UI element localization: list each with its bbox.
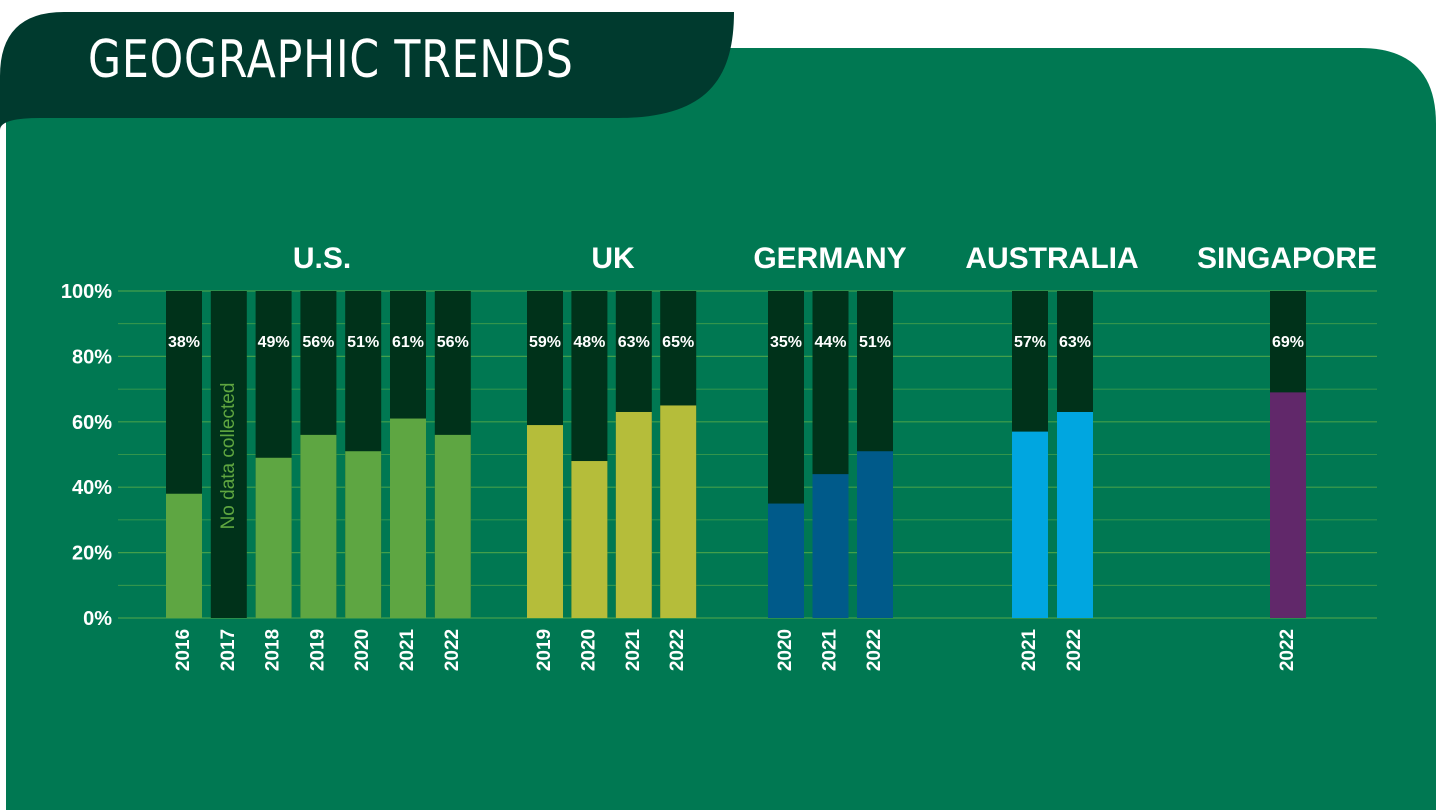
y-tick-label: 0% xyxy=(83,608,112,630)
bar-remainder xyxy=(210,291,247,618)
bar xyxy=(527,425,563,618)
data-label: 63% xyxy=(618,334,650,351)
bar xyxy=(1270,392,1306,618)
year-label: 2022 xyxy=(667,629,688,671)
group-label: UK xyxy=(591,242,635,275)
group-label: U.S. xyxy=(293,242,351,275)
y-tick-label: 20% xyxy=(72,543,112,565)
no-data-note: No data collected xyxy=(218,383,239,530)
bar xyxy=(1057,411,1093,618)
group-label: AUSTRALIA xyxy=(965,242,1138,275)
year-label: 2020 xyxy=(352,629,373,671)
bar xyxy=(390,418,426,618)
year-label: 2021 xyxy=(397,628,418,671)
data-label: 61% xyxy=(392,334,424,351)
bar xyxy=(255,457,292,618)
year-label: 2022 xyxy=(1277,629,1298,671)
bar xyxy=(1012,431,1048,618)
year-label: 2019 xyxy=(307,629,328,671)
bar xyxy=(660,405,697,618)
y-tick-label: 40% xyxy=(72,477,112,499)
group-label: GERMANY xyxy=(753,242,906,275)
data-label: 59% xyxy=(529,334,561,351)
year-label: 2020 xyxy=(775,629,796,671)
data-label: 63% xyxy=(1059,334,1091,351)
group-label: SINGAPORE xyxy=(1197,242,1377,275)
bar xyxy=(857,451,893,618)
year-label: 2020 xyxy=(578,629,599,671)
data-label: 49% xyxy=(258,334,290,351)
title-banner xyxy=(0,12,734,130)
bar xyxy=(345,451,382,618)
year-label: 2022 xyxy=(1064,629,1085,671)
data-label: 51% xyxy=(859,334,891,351)
y-tick-label: 80% xyxy=(72,346,112,368)
bar xyxy=(768,503,804,618)
y-tick-label: 100% xyxy=(61,281,112,303)
data-label: 56% xyxy=(437,334,469,351)
data-label: 44% xyxy=(814,334,846,351)
data-label: 51% xyxy=(347,334,379,351)
year-label: 2021 xyxy=(623,628,644,671)
data-label: 48% xyxy=(573,334,605,351)
data-label: 56% xyxy=(302,334,334,351)
data-label: 65% xyxy=(662,334,694,351)
bar xyxy=(300,434,337,618)
year-label: 2017 xyxy=(218,629,239,671)
data-label: 38% xyxy=(168,334,200,351)
year-label: 2021 xyxy=(820,628,841,671)
data-label: 57% xyxy=(1014,334,1046,351)
bar xyxy=(166,493,202,618)
page-title: GEOGRAPHIC TRENDS xyxy=(88,30,574,90)
bars xyxy=(166,291,1306,618)
year-label: 2018 xyxy=(263,629,284,671)
data-label: 69% xyxy=(1272,334,1304,351)
chart-labels: 0% 20% 40% 60% 80% 100% U.S. 38% 2016 No data col… xyxy=(61,242,1377,671)
bar xyxy=(571,461,608,618)
bar xyxy=(615,411,652,618)
bar xyxy=(434,434,471,618)
year-label: 2022 xyxy=(864,629,885,671)
year-label: 2016 xyxy=(173,629,194,671)
data-label: 35% xyxy=(770,334,802,351)
year-label: 2022 xyxy=(442,629,463,671)
main-panel xyxy=(6,48,1436,810)
bar xyxy=(812,474,849,618)
year-label: 2021 xyxy=(1019,628,1040,671)
y-tick-label: 60% xyxy=(72,412,112,434)
year-label: 2019 xyxy=(534,629,555,671)
